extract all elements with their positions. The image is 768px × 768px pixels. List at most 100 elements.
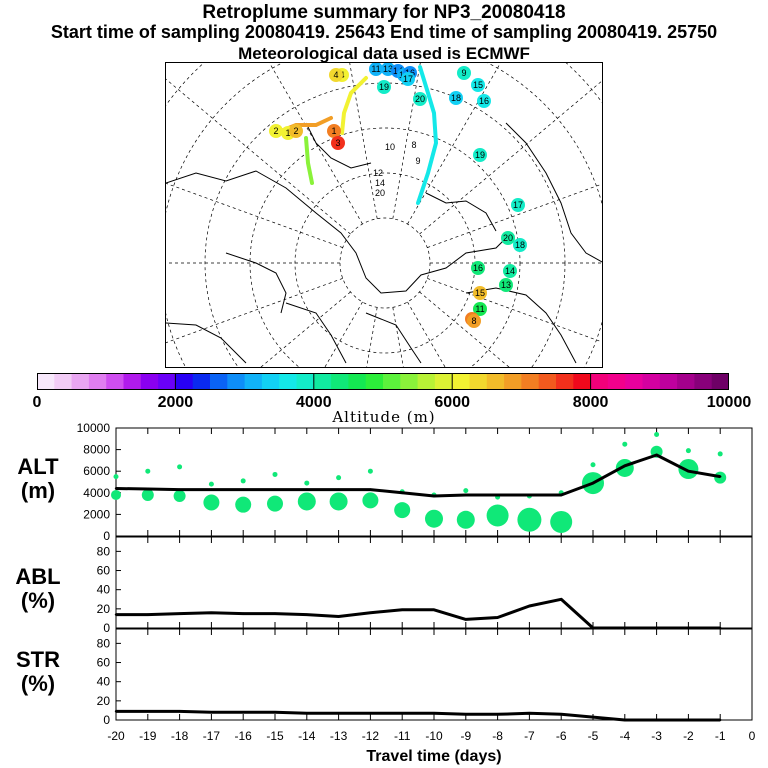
trajectory-day-label: 16 [473, 263, 483, 273]
trajectory-cluster-dot [471, 78, 485, 92]
trajectory-day-label: 14 [375, 178, 385, 188]
colorbar-swatch [227, 373, 246, 390]
panel-label-alt: ALT (m) [17, 454, 59, 503]
panel-frame [115, 536, 753, 629]
series-point [114, 613, 118, 616]
meridian-line [419, 80, 602, 235]
map-grid [166, 63, 602, 367]
series-point [178, 612, 181, 615]
colorbar-tick-label: 6000 [434, 394, 470, 411]
altitude-cluster-point [329, 492, 348, 511]
trajectory-day-label: 14 [393, 66, 403, 76]
x-tick-label: -16 [235, 729, 253, 743]
series-point [210, 611, 213, 614]
x-tick-label: -6 [556, 729, 567, 743]
series-point [369, 611, 372, 614]
meridian-line [427, 278, 602, 343]
x-tick-label: -18 [171, 729, 189, 743]
trajectory-day-label: 1 [331, 126, 336, 136]
altitude-particle-point [558, 490, 564, 496]
series-point [687, 470, 690, 473]
colorbar-swatch [417, 373, 436, 390]
trajectory-green [304, 136, 314, 185]
meridian-line [427, 183, 602, 248]
series-point [146, 710, 149, 713]
trajectory-day-label: 15 [475, 288, 485, 298]
colorbar-swatch [573, 373, 592, 390]
meridian-line [166, 278, 343, 344]
colorbar-swatch [313, 373, 332, 390]
series-point [432, 712, 436, 715]
colorbar-swatch [88, 373, 107, 390]
x-axis-title: Travel time (days) [366, 748, 501, 765]
y-tick-label: 4000 [83, 486, 110, 500]
colorbar-swatch [521, 373, 540, 390]
series-point [591, 626, 595, 630]
panel-abl: 80 60 40 20 0 [97, 536, 753, 635]
series-point [687, 718, 690, 722]
meridian-line [260, 291, 351, 367]
trajectory-day-label: 10 [385, 142, 395, 152]
colorbar-swatch [175, 373, 194, 390]
altitude-colorbar [37, 373, 729, 390]
altitude-particle-point [495, 494, 501, 500]
series-point [464, 713, 467, 716]
trajectory-cluster-dot [369, 63, 383, 76]
y-tick-label: 40 [97, 583, 111, 597]
colorbar-swatch [106, 373, 125, 390]
colorbar-swatch [279, 373, 298, 390]
colorbar-tick-label: 10000 [706, 394, 752, 411]
series-point [242, 612, 245, 615]
colorbar-swatch [37, 373, 55, 390]
page-title: Retroplume summary for NP3_20080418 [202, 2, 566, 23]
trajectory-day-label: 18 [515, 240, 525, 250]
x-tick-label: -11 [394, 729, 411, 743]
trajectory-cluster-dot [467, 314, 481, 328]
colorbar-swatch [556, 373, 574, 390]
trajectory-cluster-dot [401, 72, 415, 86]
coastline-path [166, 170, 512, 294]
series-point [560, 713, 563, 716]
altitude-particle-point [399, 489, 405, 495]
altitude-cluster-point [678, 459, 699, 480]
trajectory-day-label: 11 [475, 304, 484, 314]
series-point [560, 598, 563, 601]
panel-label-abl: ABL (%) [15, 564, 61, 613]
series-point [432, 608, 436, 611]
colorbar-swatch [54, 373, 73, 390]
colorbar-swatch [261, 373, 280, 390]
series-point [273, 612, 277, 615]
y-tick-label: 0 [103, 529, 110, 543]
coastlines [166, 122, 602, 364]
series-point [528, 604, 531, 608]
meridian-line [269, 63, 363, 225]
trajectory-day-label: 1 [285, 128, 290, 138]
series-point [623, 718, 626, 722]
altitude-cluster-point [267, 495, 283, 512]
meteo-source: Meteorological data used is ECMWF [238, 44, 530, 63]
y-tick-label: 2000 [83, 507, 110, 521]
y-tick-label: 0 [103, 713, 110, 727]
trajectory-day-label: 9 [461, 68, 466, 78]
series-point [305, 712, 308, 715]
series-point [496, 493, 499, 497]
colorbar-frame [37, 373, 729, 390]
series-point [464, 618, 467, 621]
series-point [369, 488, 372, 491]
trajectory-cluster-dot [473, 302, 487, 316]
x-tick-label: -19 [139, 729, 157, 743]
series-line-abl [116, 597, 721, 630]
coastline-path [365, 312, 422, 364]
meridian-line [392, 63, 421, 219]
altitude-cluster-point [714, 471, 727, 484]
altitude-particle-point [526, 493, 532, 499]
trajectory-day-label: 4 [333, 70, 338, 80]
y-tick-label: 40 [97, 675, 111, 689]
x-tick-label: -9 [460, 729, 471, 743]
colorbar-swatch [192, 373, 211, 390]
altitude-cluster-point [203, 494, 220, 511]
trajectory-day-label: 8 [471, 316, 476, 326]
trajectory-cluster-dot [513, 238, 527, 252]
series-point [178, 710, 181, 713]
